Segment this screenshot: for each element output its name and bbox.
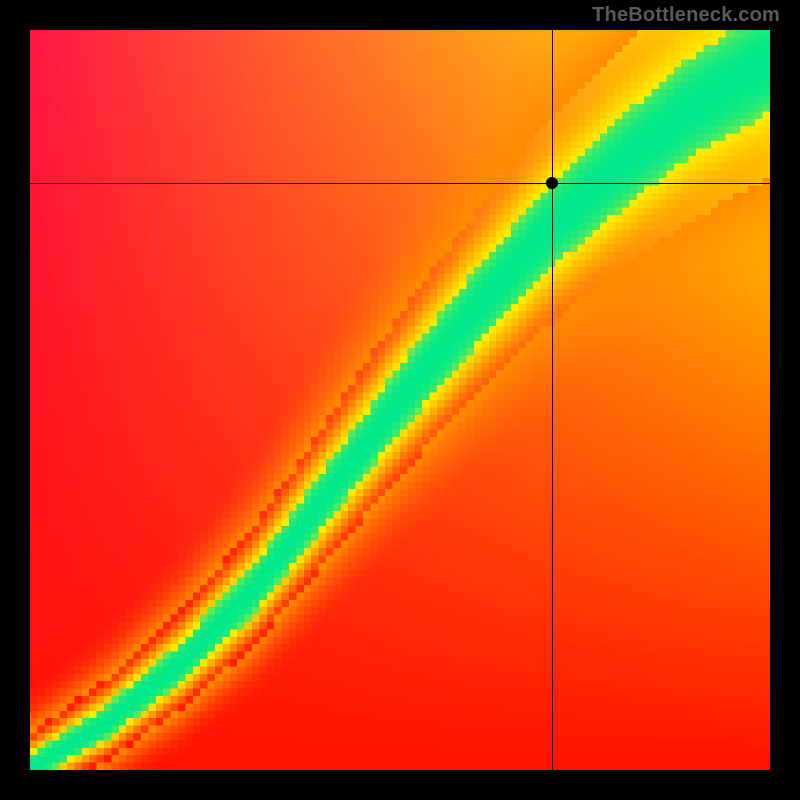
heatmap-canvas [30, 30, 770, 770]
heatmap-plot [30, 30, 770, 770]
crosshair-vertical [552, 30, 553, 770]
crosshair-horizontal [30, 183, 770, 184]
marker-dot [546, 177, 558, 189]
watermark-text: TheBottleneck.com [592, 4, 780, 27]
chart-container: TheBottleneck.com [0, 0, 800, 800]
